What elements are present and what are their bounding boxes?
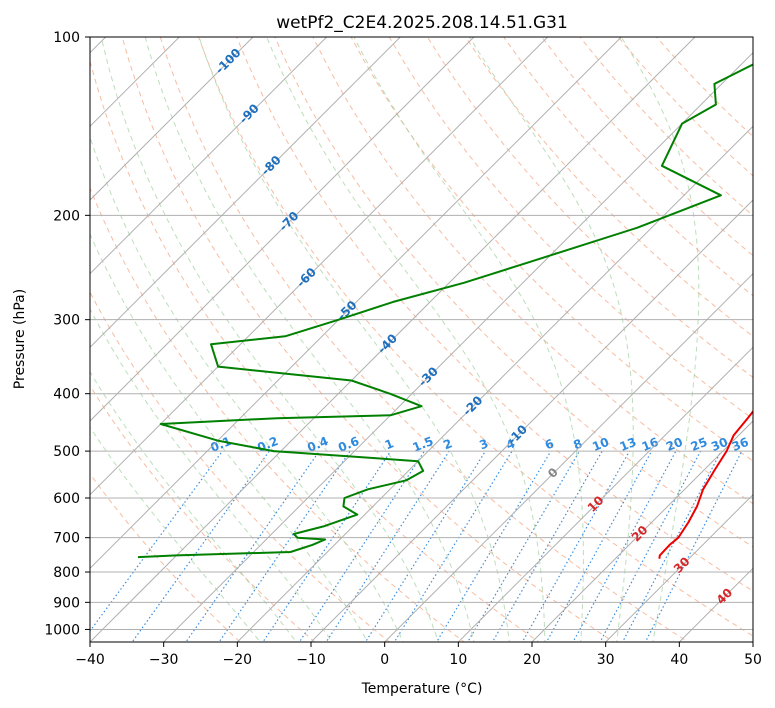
chart-title: wetPf2_C2E4.2025.208.14.51.G31 [276,13,568,33]
y-tick-label: 1000 [44,622,80,638]
isotherm-gridline [90,37,696,642]
data-series [137,63,753,559]
mixing-ratio-label: 10 [590,435,611,454]
isotherm-grid [90,37,753,642]
x-tick-label: −40 [75,652,105,668]
dry-adiabat-line [159,37,690,642]
isotherm-gridline [604,493,753,642]
x-tick-label: 40 [670,652,688,668]
x-tick-label: −30 [149,652,179,668]
y-tick-label: 600 [53,491,80,507]
isotherm-gridline [531,420,753,642]
y-tick-label: 200 [53,208,80,224]
plot-frame [89,36,754,643]
isotherm-gridline [90,37,549,496]
mixing-ratio-line [298,450,425,642]
dewpoint-profile-line [137,63,753,559]
x-axis-label: Temperature (°C) [361,681,483,697]
y-axis-label: Pressure (hPa) [12,289,28,389]
isotherm-gridline [90,37,623,570]
isotherm-gridline [383,272,753,642]
x-tick-label: −10 [296,652,326,668]
dry-adiabat-line [90,186,465,642]
mixing-ratio-label: 13 [618,435,639,454]
mixing-ratio-line [131,450,270,642]
x-axis: −40 −30 −20 −10 0 10 20 30 40 50 [75,642,762,668]
mixing-ratio-line [185,450,320,642]
isotherm-gridline [236,125,753,642]
mixing-ratio-line [491,450,603,642]
isotherm-gridline [310,199,753,642]
x-tick-label: 50 [744,652,762,668]
mixing-ratio-label: 20 [664,435,685,454]
mixing-ratio-label: 25 [689,435,710,454]
dry-adiabat-line [90,59,540,642]
isotherm-gridline [457,346,753,642]
x-tick-label: 10 [449,652,467,668]
y-tick-label: 500 [53,444,80,460]
y-tick-label: 100 [53,30,80,46]
dry-adiabat-line [541,37,753,257]
isotherm-gridline [90,37,475,422]
temperature-profile-line [658,409,753,559]
dry-adiabat-line [426,37,753,378]
isotherm-gridline [162,51,753,642]
x-tick-label: 20 [523,652,541,668]
dry-adiabat-line [90,384,316,642]
isotherm-gridline [90,37,254,201]
y-tick-label: 400 [53,387,80,403]
dry-adiabat-line [503,37,753,297]
isotherm-gridline [90,37,402,349]
isotherm-gridline [90,37,328,275]
y-tick-label: 800 [53,565,80,581]
isotherm-gridline [90,37,181,128]
mixing-ratio-line [521,450,631,642]
dry-adiabat-line [350,37,753,462]
y-tick-label: 700 [53,531,80,547]
x-tick-label: 0 [380,652,389,668]
mixing-ratio-label: 16 [640,435,661,454]
y-axis: 100 200 300 400 500 600 700 800 900 1000 [44,30,90,638]
moist-adiabat-line [100,37,440,642]
y-tick-label: 900 [53,595,80,611]
dry-adiabat-line [121,37,615,642]
mixing-ratio-line [644,450,743,642]
x-tick-label: −20 [223,652,253,668]
dry-adiabat-line [90,472,241,642]
dry-adiabat-line [274,37,753,548]
x-tick-label: 30 [597,652,615,668]
mixing-ratio-line [262,450,392,642]
y-tick-label: 300 [53,313,80,329]
mixing-ratio-line [435,450,552,642]
mixing-ratio-line [325,450,450,642]
moist-adiabat-line [144,37,475,642]
dry-adiabat-line [236,37,753,592]
mixing-ratio-line [545,450,653,642]
isobar-grid [90,37,753,630]
dry-adiabats [90,37,753,642]
mixing-ratio-line [218,450,351,642]
